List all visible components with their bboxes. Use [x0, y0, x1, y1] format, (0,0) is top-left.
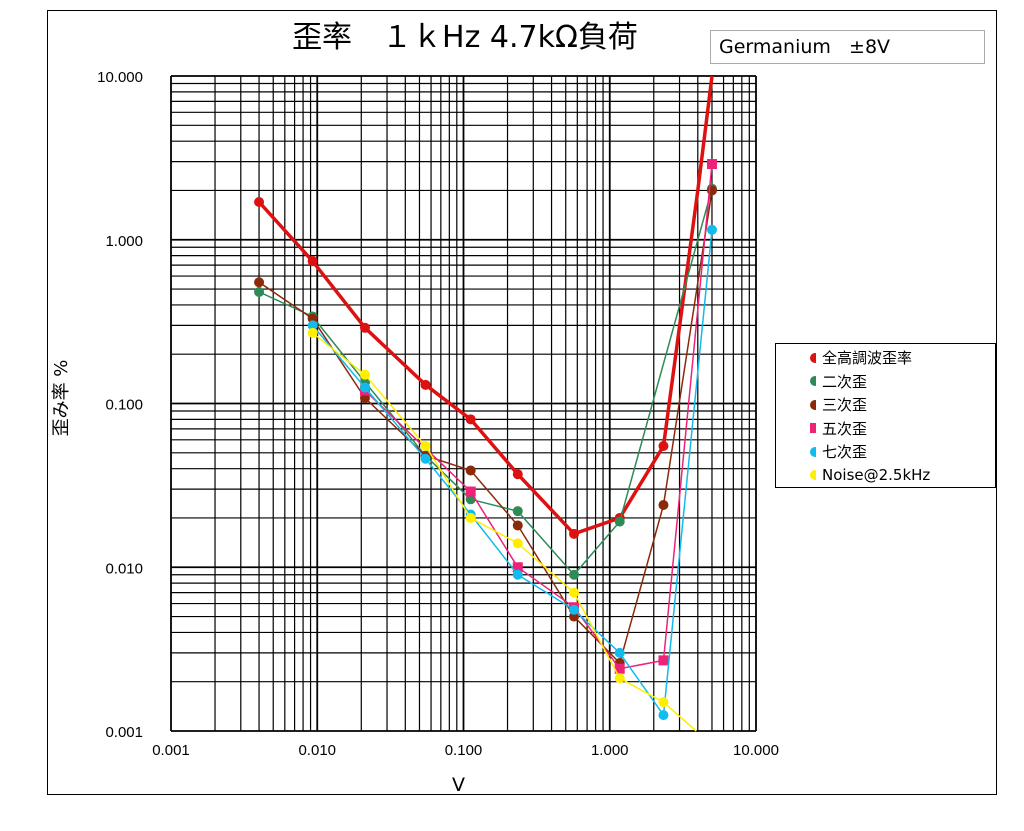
x-tick-label: 0.010	[298, 742, 336, 759]
data-point	[254, 286, 265, 297]
legend-label: 五次歪	[822, 419, 868, 438]
legend-item: 全高調波歪率	[776, 346, 995, 370]
x-axis-label: V	[452, 774, 465, 796]
y-tick-label: 1.000	[105, 233, 143, 250]
data-point	[614, 663, 625, 674]
data-point	[512, 520, 523, 531]
data-point	[614, 516, 625, 527]
data-point	[465, 414, 476, 425]
x-tick-label: 1.000	[591, 742, 629, 759]
legend-marker	[810, 352, 816, 363]
series-2	[254, 183, 717, 580]
legend-marker	[810, 399, 816, 410]
data-point	[254, 277, 265, 288]
legend-item: 三次歪	[776, 393, 995, 417]
data-point	[658, 710, 669, 721]
chart-title: 歪率 １ｋHz 4.7kΩ負荷	[292, 20, 638, 55]
chart-subtitle: Germanium ±8V	[710, 30, 985, 64]
grid	[170, 75, 757, 732]
data-point	[359, 369, 370, 380]
series-group	[254, 75, 717, 732]
data-point	[359, 322, 370, 333]
y-axis-label: 歪み率 %	[51, 359, 72, 437]
chart-frame	[47, 10, 997, 795]
series-line	[258, 190, 713, 664]
data-point	[658, 697, 669, 708]
data-point	[512, 506, 523, 517]
legend-swatch	[810, 352, 816, 363]
data-point	[706, 224, 717, 235]
legend-item: Noise@2.5kHz	[776, 464, 995, 488]
legend-item: 五次歪	[776, 417, 995, 441]
data-point	[706, 159, 717, 170]
data-point	[465, 486, 476, 497]
legend-label: 七次歪	[822, 443, 868, 462]
series-4	[359, 159, 717, 674]
legend-marker	[810, 470, 816, 481]
data-point	[569, 569, 580, 580]
y-tick-label: 10.000	[97, 69, 143, 86]
legend-swatch	[810, 423, 816, 434]
data-point	[465, 512, 476, 523]
data-point	[614, 647, 625, 658]
data-point	[420, 379, 431, 390]
series-5	[307, 224, 717, 721]
legend-label: 二次歪	[822, 372, 868, 391]
series-3	[254, 185, 717, 669]
data-point	[465, 465, 476, 476]
data-point	[420, 453, 431, 464]
data-point	[512, 469, 523, 480]
legend-label: Noise@2.5kHz	[822, 466, 931, 485]
legend-label: 全高調波歪率	[822, 349, 913, 368]
y-tick-label: 0.100	[105, 397, 143, 414]
legend-marker	[810, 446, 816, 457]
legend-swatch	[810, 399, 816, 410]
data-point	[569, 604, 580, 615]
legend-swatch	[810, 446, 816, 457]
data-point	[658, 441, 669, 452]
legend-marker	[810, 376, 816, 387]
data-point	[512, 569, 523, 580]
data-point	[658, 499, 669, 510]
series-1	[254, 75, 714, 539]
data-point	[512, 562, 523, 573]
legend: 全高調波歪率 二次歪三次歪五次歪七次歪 Noise@2.5kHz	[775, 343, 996, 488]
data-point	[569, 587, 580, 598]
data-point	[420, 441, 431, 452]
y-tick-label: 0.010	[105, 560, 143, 577]
data-point	[569, 528, 580, 539]
legend-marker	[810, 423, 816, 434]
legend-swatch	[810, 470, 816, 481]
x-tick-label: 0.001	[152, 742, 190, 759]
series-6	[307, 327, 697, 732]
data-point	[658, 655, 669, 666]
data-point	[614, 673, 625, 684]
legend-item: 二次歪	[776, 370, 995, 394]
legend-swatch	[810, 376, 816, 387]
tick-labels: 0.001 0.010 0.100 1.000 10.000 0.001 0.010 0.10…	[97, 69, 779, 759]
series-line	[312, 229, 713, 716]
x-tick-label: 0.100	[445, 742, 483, 759]
x-tick-label: 10.000	[733, 742, 779, 759]
legend-item: 七次歪	[776, 440, 995, 464]
y-tick-label: 0.001	[105, 724, 143, 741]
data-point	[307, 327, 318, 338]
data-point	[359, 382, 370, 393]
data-point	[512, 538, 523, 549]
data-point	[307, 320, 318, 331]
data-point	[254, 197, 265, 208]
legend-label: 三次歪	[822, 396, 868, 415]
data-point	[307, 256, 318, 267]
